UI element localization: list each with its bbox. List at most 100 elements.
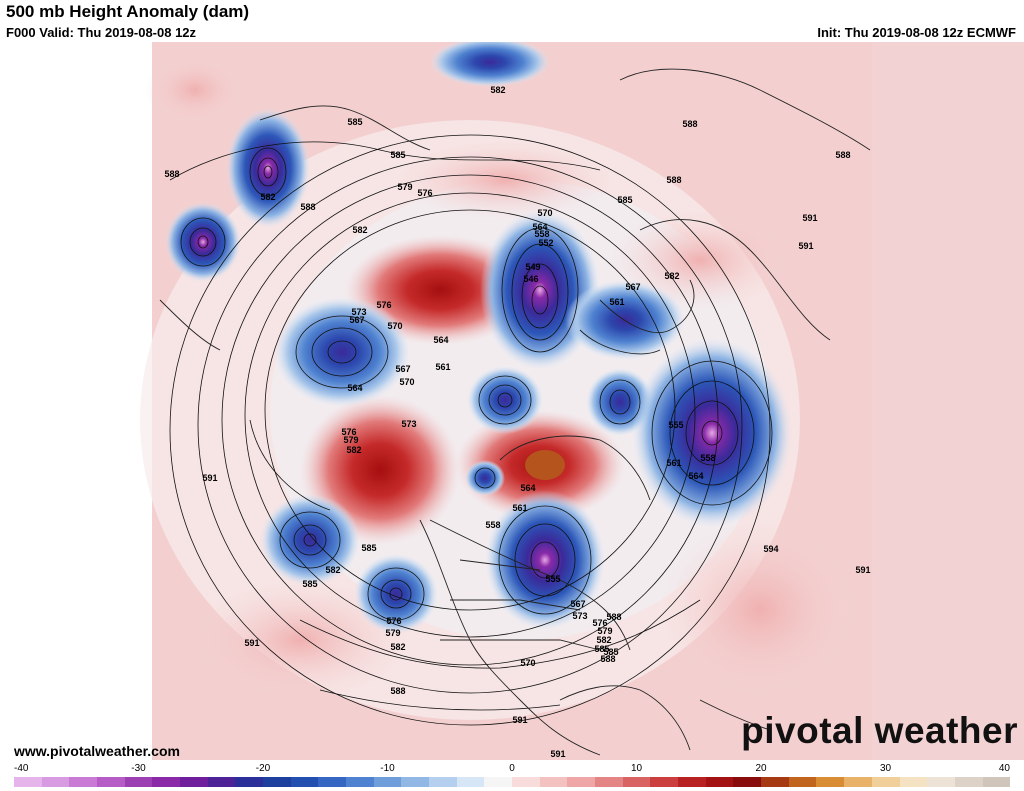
colorbar-swatch [97, 777, 125, 787]
contour-label: 591 [550, 749, 565, 759]
colorbar-swatch [401, 777, 430, 787]
contour-label: 555 [668, 420, 683, 430]
contour-label: 561 [435, 362, 450, 372]
contour-label: 591 [244, 638, 259, 648]
colorbar-swatch [788, 777, 817, 787]
contour-label: 585 [361, 543, 376, 553]
contour-label: 579 [385, 628, 400, 638]
colorbar-tick-label: 40 [998, 763, 1010, 774]
colorbar-tick-label: -30 [131, 763, 146, 774]
colorbar-swatch [761, 777, 789, 787]
contour-label: 579 [397, 182, 412, 192]
init-time: Init: Thu 2019-08-08 12z ECMWF [817, 25, 1016, 40]
contour-label: 564 [688, 471, 703, 481]
contour-label: 561 [609, 297, 624, 307]
contour-label: 582 [325, 565, 340, 575]
colorbar-swatch [899, 777, 928, 787]
colorbar-swatches [14, 777, 1011, 787]
colorbar-swatch [373, 777, 402, 787]
colorbar-swatch [622, 777, 651, 787]
colorbar-tick-label: -10 [380, 763, 395, 774]
contour-label: 585 [390, 150, 405, 160]
contour-label: 588 [666, 175, 681, 185]
colorbar-swatch [263, 777, 291, 787]
colorbar-tick-label: 10 [630, 763, 643, 774]
height-contours [169, 134, 773, 726]
contour-label: 579 [597, 626, 612, 636]
colorbar-swatch [429, 777, 457, 787]
map-title: 500 mb Height Anomaly (dam) [6, 2, 250, 21]
contour-label: 573 [351, 307, 366, 317]
contour-label: 576 [592, 618, 607, 628]
contour-label: 561 [512, 503, 527, 513]
colorbar-swatch [290, 777, 319, 787]
contour-label: 582 [390, 642, 405, 652]
contour-label: 582 [596, 635, 611, 645]
colorbar-swatch [567, 777, 596, 787]
contour-label: 585 [594, 644, 609, 654]
colorbar-swatch [456, 777, 485, 787]
contour-labels: 5885825855915825855885885855795765825885… [164, 85, 870, 759]
contour-label: 582 [490, 85, 505, 95]
contour-label: 570 [520, 658, 535, 668]
colorbar-swatch [512, 777, 540, 787]
contour-label: 573 [572, 611, 587, 621]
contour-label: 552 [538, 238, 553, 248]
contour-label: 570 [399, 377, 414, 387]
contour-label: 591 [802, 213, 817, 223]
contour-label: 588 [300, 202, 315, 212]
contour-label: 567 [395, 364, 410, 374]
contour-label: 582 [352, 225, 367, 235]
colorbar-swatch [982, 777, 1011, 787]
contour-label: 564 [347, 383, 362, 393]
contour-label: 573 [401, 419, 416, 429]
colorbar-swatch [346, 777, 374, 787]
colorbar-tick-label: 0 [509, 763, 515, 774]
colorbar-swatch [14, 777, 42, 787]
colorbar-swatch [954, 777, 983, 787]
coastlines [159, 68, 871, 756]
contour-label: 588 [606, 612, 621, 622]
contour-label: 567 [570, 599, 585, 609]
colorbar-tick-label: 20 [755, 763, 767, 774]
colorbar-swatch [318, 777, 347, 787]
anomaly-field [0, 42, 1024, 760]
contour-label: 564 [532, 222, 547, 232]
colorbar-tick-label: 30 [879, 763, 892, 774]
contour-label: 561 [666, 458, 681, 468]
contour-label: 546 [523, 274, 538, 284]
colorbar-swatch [539, 777, 568, 787]
colorbar-swatch [484, 777, 513, 787]
contour-label: 570 [387, 321, 402, 331]
colorbar-swatch [595, 777, 623, 787]
contour-label: 564 [520, 483, 535, 493]
colorbar-swatch [180, 777, 208, 787]
colorbar-swatch [235, 777, 264, 787]
contour-label: 576 [386, 616, 401, 626]
contour-label: 591 [512, 715, 527, 725]
contour-label: 582 [664, 271, 679, 281]
contour-label: 594 [763, 544, 778, 554]
contour-label: 582 [260, 192, 275, 202]
colorbar-swatch [927, 777, 955, 787]
contour-label: 549 [525, 262, 540, 272]
colorbar-swatch [69, 777, 98, 787]
contour-label: 576 [341, 427, 356, 437]
contour-label: 591 [202, 473, 217, 483]
colorbar-swatch [705, 777, 734, 787]
colorbar-swatch [733, 777, 762, 787]
brand-logo: pivotal weather [741, 710, 1018, 751]
contour-label: 585 [302, 579, 317, 589]
colorbar-swatch [816, 777, 845, 787]
colorbar: -40 -30 -20 -10 0 10 20 30 40 [14, 763, 1011, 791]
colorbar-ticks: -40 -30 -20 -10 0 10 20 30 40 [14, 763, 1010, 776]
height-anomaly-map: 5885825855915825855885885855795765825885… [0, 42, 1024, 760]
contour-label: 564 [433, 335, 448, 345]
contour-label: 576 [376, 300, 391, 310]
contour-label: 588 [390, 686, 405, 696]
colorbar-swatch [650, 777, 679, 787]
contour-label: 576 [417, 188, 432, 198]
contour-label: 591 [855, 565, 870, 575]
valid-time: F000 Valid: Thu 2019-08-08 12z [6, 25, 197, 40]
colorbar-swatch [124, 777, 153, 787]
